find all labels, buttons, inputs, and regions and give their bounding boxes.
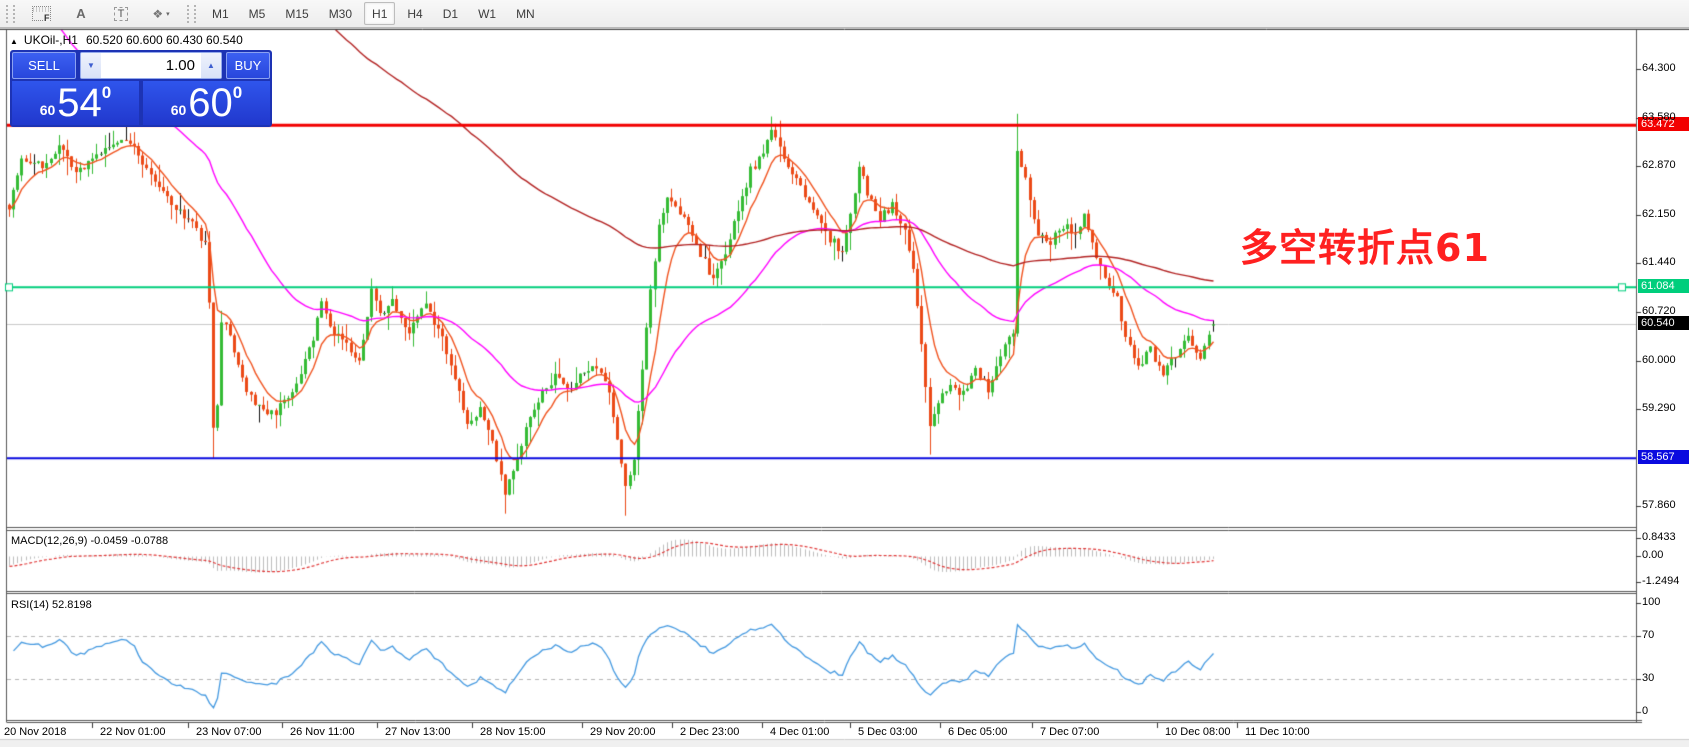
- sell-button[interactable]: SELL: [12, 52, 76, 79]
- support-line-price-chip: 58.567: [1638, 450, 1689, 465]
- time-axis-tick: 22 Nov 01:00: [100, 726, 166, 738]
- buy-button[interactable]: BUY: [226, 52, 270, 79]
- rsi-label: RSI(14) 52.8198: [11, 599, 92, 611]
- chart-title: ▲ UKOil-,H1 60.520 60.600 60.430 60.540: [10, 33, 243, 47]
- sell-price-sup: 0: [101, 83, 112, 102]
- time-axis-tick: 26 Nov 11:00: [290, 726, 355, 738]
- buy-price-display[interactable]: 60 60 0: [143, 81, 270, 125]
- chart-text-annotation[interactable]: 多空转折点61: [1240, 226, 1490, 270]
- time-axis-tick: 27 Nov 13:00: [385, 726, 451, 738]
- rsi-axis-tick: 0: [1642, 705, 1649, 717]
- volume-increase-button[interactable]: ▲: [201, 53, 221, 78]
- time-axis-tick: 4 Dec 01:00: [770, 726, 830, 738]
- time-axis-tick: 29 Nov 20:00: [590, 726, 656, 738]
- time-axis-tick: 28 Nov 15:00: [480, 726, 546, 738]
- buy-price-sup: 0: [232, 83, 243, 102]
- rsi-axis-tick: 30: [1642, 672, 1655, 684]
- time-axis-tick: 7 Dec 07:00: [1040, 726, 1100, 738]
- macd-label: MACD(12,26,9) -0.0459 -0.0788: [11, 535, 169, 547]
- time-axis-tick: 10 Dec 08:00: [1165, 726, 1231, 738]
- time-axis-tick: 11 Dec 10:00: [1245, 726, 1310, 738]
- macd-axis-tick: 0.8433: [1642, 531, 1676, 543]
- price-axis-tick: 63.580: [1642, 110, 1676, 123]
- price-axis-tick: 57.860: [1642, 499, 1676, 512]
- sell-price-prefix: 60: [39, 102, 56, 118]
- current-price-chip: 60.540: [1638, 316, 1689, 331]
- symbol-timeframe: UKOil-,H1: [23, 33, 78, 47]
- price-axis-tick: 61.440: [1642, 256, 1676, 269]
- price-axis-tick: 62.870: [1642, 159, 1676, 172]
- buy-price-prefix: 60: [170, 102, 187, 118]
- ohlc-values: 60.520 60.600 60.430 60.540: [85, 33, 243, 47]
- pivot-line-price-chip: 61.084: [1638, 279, 1689, 294]
- time-axis-tick: 6 Dec 05:00: [948, 726, 1008, 738]
- time-axis-tick: 2 Dec 23:00: [680, 726, 740, 738]
- one-click-trade-panel: SELL ▼ ▲ BUY 60 54 0 60 60 0: [10, 50, 272, 127]
- volume-input[interactable]: [101, 53, 201, 78]
- sell-price-big: 54: [57, 81, 102, 125]
- resistance-line-price-chip: 63.472: [1638, 117, 1689, 132]
- macd-axis-tick: 0.00: [1642, 549, 1664, 561]
- price-axis-tick: 59.290: [1642, 402, 1676, 415]
- time-axis-tick: 20 Nov 2018: [4, 726, 67, 738]
- sell-price-display[interactable]: 60 54 0: [12, 81, 139, 125]
- macd-axis-tick: -1.2494: [1642, 575, 1680, 587]
- price-axis-tick: 60.720: [1642, 305, 1676, 318]
- time-axis-tick: 23 Nov 07:00: [196, 726, 262, 738]
- expand-triangle-icon[interactable]: ▲: [10, 37, 18, 46]
- volume-decrease-button[interactable]: ▼: [81, 53, 101, 78]
- buy-price-big: 60: [188, 81, 233, 125]
- rsi-axis-tick: 70: [1642, 629, 1655, 641]
- time-axis-tick: 5 Dec 03:00: [858, 726, 918, 738]
- rsi-axis-tick: 100: [1642, 596, 1661, 608]
- price-axis-tick: 62.150: [1642, 207, 1676, 220]
- price-axis-tick: 64.300: [1642, 62, 1676, 74]
- price-axis-tick: 60.000: [1642, 353, 1676, 366]
- volume-stepper: ▼ ▲: [80, 52, 222, 79]
